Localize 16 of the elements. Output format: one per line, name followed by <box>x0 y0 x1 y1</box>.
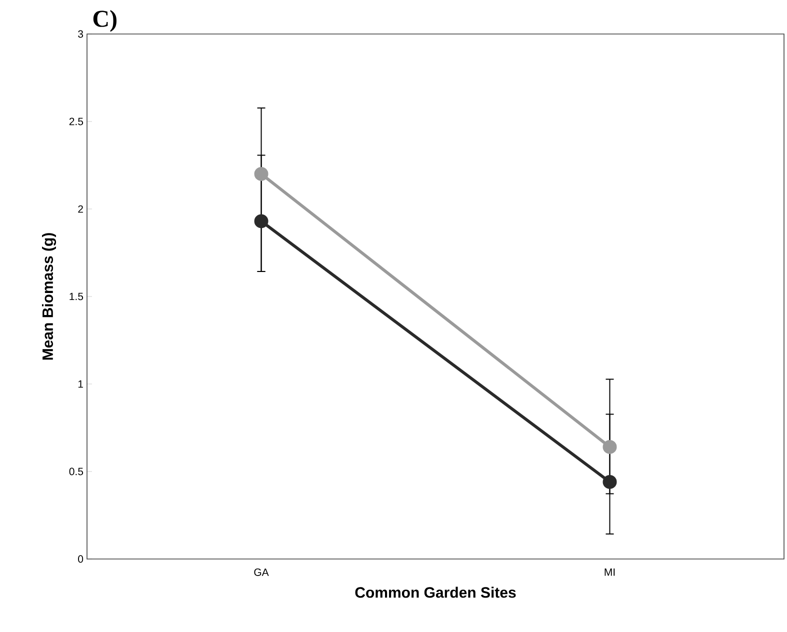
y-tick-label: 3 <box>78 30 84 38</box>
point <box>254 166 268 181</box>
y-axis-title: Mean Biomass (g) <box>42 233 56 360</box>
point <box>602 474 617 489</box>
y-tick-label: 2.5 <box>69 118 84 126</box>
point <box>602 440 617 454</box>
chart-title: C) <box>93 10 116 32</box>
y-tick-label: 2 <box>78 205 83 213</box>
y-tick-label: 0.5 <box>69 468 84 476</box>
point <box>254 214 268 228</box>
x-tick-label: MI <box>604 568 615 576</box>
y-tick-label: 1 <box>78 380 83 388</box>
y-tick-label: 1.5 <box>70 292 84 300</box>
x-axis-title: Common Garden Sites <box>355 586 516 598</box>
y-tick-label: 0 <box>78 555 84 563</box>
x-tick-label: GA <box>254 568 269 576</box>
